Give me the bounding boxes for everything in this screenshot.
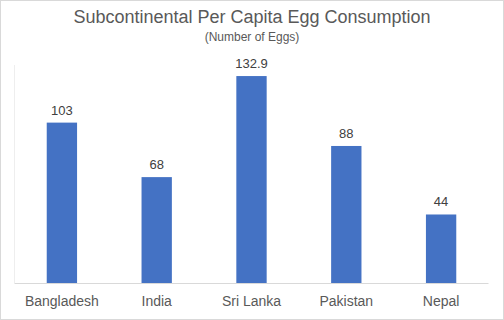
x-axis-line xyxy=(15,283,489,284)
y-axis-line xyxy=(14,65,15,283)
x-tick-label: Sri Lanka xyxy=(222,293,281,309)
bar xyxy=(331,146,361,283)
data-label: 132.9 xyxy=(235,56,268,71)
data-label: 103 xyxy=(51,103,73,118)
x-tick-label: Pakistan xyxy=(319,293,373,309)
data-label: 44 xyxy=(434,194,448,209)
subtitle: (Number of Eggs) xyxy=(205,30,300,44)
bar xyxy=(47,123,77,283)
bar xyxy=(236,76,266,283)
x-tick-label: India xyxy=(142,293,173,309)
chart-svg: Subcontinental Per Capita Egg Consumptio… xyxy=(0,0,504,320)
title: Subcontinental Per Capita Egg Consumptio… xyxy=(73,7,430,27)
chart-container: Subcontinental Per Capita Egg Consumptio… xyxy=(0,0,504,320)
x-tick-label: Bangladesh xyxy=(25,293,99,309)
bar xyxy=(142,177,172,283)
data-label: 68 xyxy=(149,157,163,172)
chart-border xyxy=(1,1,504,320)
x-tick-label: Nepal xyxy=(423,293,460,309)
bar xyxy=(426,214,456,283)
data-label: 88 xyxy=(339,126,353,141)
bars xyxy=(47,76,457,283)
